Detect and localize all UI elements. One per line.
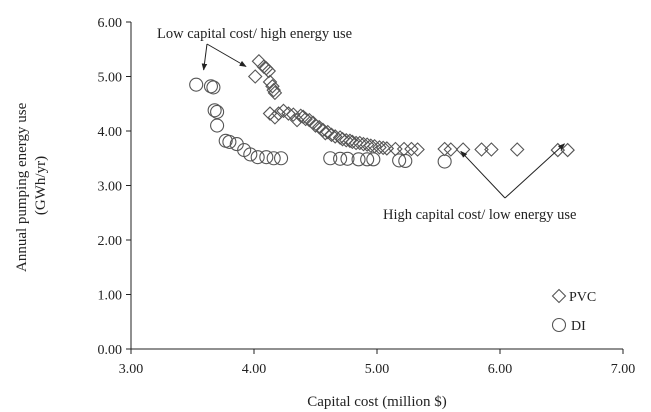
di-point xyxy=(222,134,237,149)
di-point xyxy=(266,151,281,166)
annotation-arrow xyxy=(206,43,247,67)
di-point xyxy=(366,152,381,167)
pvc-point xyxy=(265,79,280,94)
di-point xyxy=(360,152,375,167)
di-point xyxy=(189,77,204,92)
axes: 3.00 4.00 5.00 6.00 7.00 0.00 1.00 2.00 3.00 4.0… xyxy=(98,16,636,377)
di-point xyxy=(392,153,407,168)
pvc-point xyxy=(318,125,333,141)
pvc-point xyxy=(281,106,296,121)
pvc-point xyxy=(320,124,336,140)
di-point xyxy=(351,152,366,167)
pvc-point xyxy=(315,122,331,138)
y-tick-label: 1.00 xyxy=(98,289,123,304)
annotation-high-cost-text: High capital cost/ low energy use xyxy=(383,207,576,223)
pvc-point xyxy=(410,142,425,157)
annotation-arrows xyxy=(201,43,566,199)
pvc-point xyxy=(267,110,283,125)
legend-marker-pvc xyxy=(551,288,567,304)
pvc-point xyxy=(298,111,313,127)
annotation-arrow xyxy=(460,150,506,199)
pvc-point xyxy=(289,112,305,128)
pvc-point xyxy=(363,138,379,153)
pvc-point xyxy=(484,142,499,157)
pvc-point xyxy=(266,82,281,98)
y-tick-label: 0.00 xyxy=(98,343,123,358)
legend: PVC DI xyxy=(551,288,596,334)
pvc-point xyxy=(404,141,419,157)
pvc-point xyxy=(271,106,286,121)
pvc-point xyxy=(327,129,343,144)
x-ticks: 3.00 4.00 5.00 6.00 7.00 xyxy=(119,349,636,377)
pvc-point xyxy=(259,61,274,76)
legend-marker-pvc-shape xyxy=(551,288,567,304)
y-tick-label: 3.00 xyxy=(98,180,123,195)
di-point xyxy=(203,79,218,94)
annotation-arrow xyxy=(504,143,566,199)
di-point xyxy=(333,151,348,166)
x-tick-label: 3.00 xyxy=(119,362,144,377)
data-points xyxy=(189,53,575,169)
pvc-point xyxy=(261,63,277,79)
legend-label-pvc: PVC xyxy=(569,290,596,305)
y-axis-title-line-1: Annual pumping energy use xyxy=(14,102,30,272)
y-tick-label: 6.00 xyxy=(98,16,123,31)
legend-marker-di xyxy=(551,317,567,333)
x-tick-label: 5.00 xyxy=(365,362,390,377)
x-tick-label: 4.00 xyxy=(242,362,267,377)
pvc-point xyxy=(375,140,391,156)
pvc-point xyxy=(443,142,459,157)
x-axis-title: Capital cost (million $) xyxy=(307,394,447,410)
legend-label-di: DI xyxy=(571,319,586,334)
di-point xyxy=(207,103,222,118)
pvc-point xyxy=(324,127,339,143)
y-tick-label: 2.00 xyxy=(98,234,123,249)
x-tick-label: 7.00 xyxy=(611,362,636,377)
y-axis-title-line-2: (GWh/yr) xyxy=(33,156,49,215)
pvc-point xyxy=(262,106,278,121)
di-point xyxy=(323,151,338,166)
annotation-low-cost: Low capital cost/ high energy use xyxy=(157,26,352,42)
di-point xyxy=(206,80,221,95)
y-ticks: 0.00 1.00 2.00 3.00 4.00 5.00 6.00 xyxy=(98,16,131,358)
pvc-point xyxy=(247,69,263,84)
di-point xyxy=(437,154,452,169)
di-point xyxy=(259,150,274,165)
y-tick-label: 5.00 xyxy=(98,71,123,86)
di-point xyxy=(340,151,355,166)
di-point xyxy=(210,118,225,133)
pvc-point xyxy=(509,142,525,157)
annotation-high-cost: High capital cost/ low energy use xyxy=(383,207,576,223)
y-axis-title: Annual pumping energy use (GWh/yr) xyxy=(14,99,49,272)
di-point xyxy=(250,150,265,165)
di-point xyxy=(243,147,258,162)
pvc-point xyxy=(308,118,323,133)
pvc-point xyxy=(262,74,278,90)
di-point xyxy=(398,153,413,169)
pvc-point xyxy=(338,132,354,148)
pvc-point xyxy=(267,85,283,101)
legend-marker-di-shape xyxy=(551,317,567,333)
pvc-point xyxy=(474,142,489,157)
di-point xyxy=(274,151,289,166)
annotation-low-cost-text: Low capital cost/ high energy use xyxy=(157,26,352,42)
annotation-arrow xyxy=(201,43,208,71)
y-tick-label: 4.00 xyxy=(98,125,123,140)
x-tick-label: 6.00 xyxy=(488,362,513,377)
di-point xyxy=(210,104,225,119)
pvc-point xyxy=(276,103,291,119)
